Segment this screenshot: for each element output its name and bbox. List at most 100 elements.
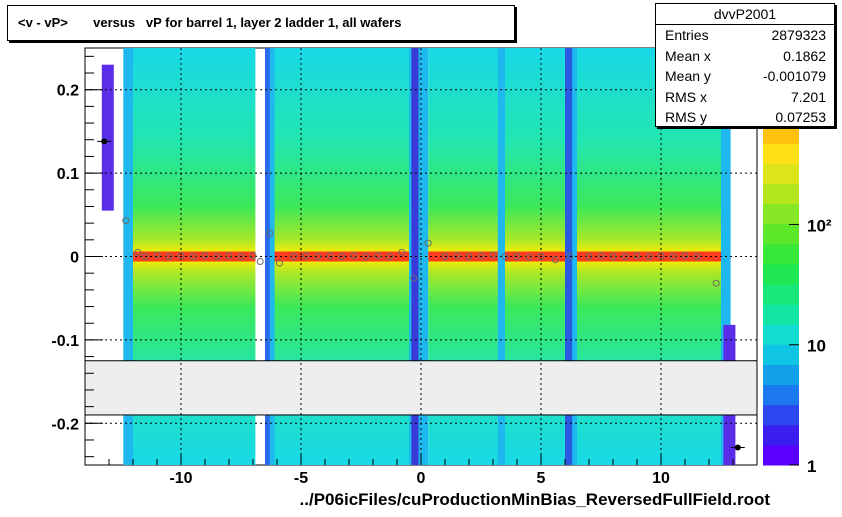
profile-point xyxy=(489,251,497,259)
profile-point xyxy=(657,252,665,260)
colorbar-step xyxy=(763,444,799,466)
profile-point xyxy=(134,248,142,256)
x-tick-label: 0 xyxy=(417,470,426,487)
profile-point xyxy=(237,253,245,260)
profile-point xyxy=(153,251,161,259)
stats-row-rms-y: RMS y 0.07253 xyxy=(656,107,834,128)
x-axis-label: ../P06icFiles/cuProductionMinBias_Revers… xyxy=(299,490,770,509)
stats-key: RMS y xyxy=(665,109,707,125)
stats-box: dvvP2001 Entries 2879323 Mean x 0.1862 M… xyxy=(655,3,835,127)
profile-point xyxy=(441,253,449,260)
profile-point xyxy=(266,229,274,237)
colorbar-step xyxy=(763,364,799,386)
profile-point xyxy=(302,252,310,260)
profile-point xyxy=(566,253,574,260)
colorbar-step xyxy=(763,183,799,205)
colorbar-step xyxy=(763,324,799,345)
profile-point xyxy=(225,252,233,260)
profile-point xyxy=(712,279,720,287)
y-tick-label: 0.1 xyxy=(57,166,79,183)
colorbar-step xyxy=(763,203,799,225)
colorbar-tick-label: 1 xyxy=(807,457,816,476)
profile-point xyxy=(362,253,370,260)
colorbar-tick-label: 10 xyxy=(807,337,826,356)
heatmap-core xyxy=(123,251,256,262)
profile-point xyxy=(645,253,653,260)
colorbar-step xyxy=(763,424,799,446)
heatmap-edge xyxy=(101,64,114,211)
colorbar-step xyxy=(763,143,799,164)
profile-point xyxy=(465,253,473,260)
profile-point xyxy=(609,253,617,260)
profile-point xyxy=(249,252,257,260)
colorbar-tick-label: 10² xyxy=(807,216,832,235)
profile-point xyxy=(189,253,197,260)
profile-point xyxy=(326,252,334,260)
profile-point xyxy=(165,253,173,260)
stats-value: 0.07253 xyxy=(775,109,826,125)
axes: -10 -5 0 5 10 -0.2 -0.1 0 0.1 0.2 xyxy=(51,55,758,487)
profile-point xyxy=(477,252,485,260)
stats-key: Entries xyxy=(665,27,709,43)
heatmap-column xyxy=(123,48,133,465)
profile-point xyxy=(290,253,298,260)
profile-point xyxy=(177,252,185,260)
colorbar: 11010²10³ xyxy=(763,83,832,476)
x-tick-label: -5 xyxy=(294,470,308,487)
heatmap-column xyxy=(265,48,270,465)
y-tick-label: 0 xyxy=(70,250,79,267)
profile-point xyxy=(256,258,264,266)
stats-name: dvvP2001 xyxy=(656,4,834,25)
profile-point xyxy=(585,253,593,260)
profile-point xyxy=(453,252,461,260)
colorbar-step xyxy=(763,163,799,185)
x-tick-label: 10 xyxy=(652,470,670,487)
colorbar-step xyxy=(763,223,799,245)
stats-value: -0.001079 xyxy=(762,68,826,84)
colorbar-step xyxy=(763,304,799,325)
profile-point xyxy=(424,239,432,247)
x-tick-label: 5 xyxy=(537,470,546,487)
profile-point xyxy=(410,274,418,282)
profile-point xyxy=(386,253,394,260)
profile-point xyxy=(513,253,521,260)
colorbar-step xyxy=(763,263,799,285)
profile-point xyxy=(525,253,533,261)
stats-key: Mean x xyxy=(665,47,711,64)
heatmap-core xyxy=(267,251,409,262)
profile-point xyxy=(338,253,346,260)
colorbar-step xyxy=(763,404,799,426)
profile-point xyxy=(537,253,545,260)
stats-row-mean-x: Mean x 0.1862 xyxy=(656,46,834,67)
profile-point xyxy=(374,252,382,260)
stats-value: 2879323 xyxy=(771,27,826,43)
profile-point xyxy=(669,253,677,260)
colorbar-step xyxy=(763,284,799,305)
colorbar-step xyxy=(763,344,799,365)
stats-row-mean-y: Mean y -0.001079 xyxy=(656,66,834,87)
profile-point xyxy=(633,252,641,260)
stats-key: RMS x xyxy=(665,88,707,105)
stats-value: 7.201 xyxy=(790,88,826,105)
stats-row-entries: Entries 2879323 xyxy=(656,25,834,46)
colorbar-step xyxy=(763,123,799,144)
y-tick-label: 0.2 xyxy=(57,83,79,100)
colorbar-step xyxy=(763,243,799,265)
stats-key: Mean y xyxy=(665,68,711,84)
profile-point xyxy=(398,248,406,256)
profile-markers xyxy=(97,138,745,451)
profile-point xyxy=(122,217,130,225)
stats-value: 0.1862 xyxy=(783,47,826,64)
stats-row-rms-x: RMS x 7.201 xyxy=(656,87,834,108)
chart-title: <v - vP> versus vP for barrel 1, layer 2… xyxy=(7,5,515,41)
profile-point xyxy=(693,253,701,260)
profile-point xyxy=(551,256,559,264)
y-tick-label: -0.1 xyxy=(51,333,79,350)
x-tick-label: -10 xyxy=(169,470,192,487)
profile-point xyxy=(621,253,629,260)
y-tick-label: -0.2 xyxy=(51,416,79,433)
heatmap-column xyxy=(565,48,573,465)
profile-point xyxy=(141,253,149,260)
profile-point xyxy=(213,253,221,260)
profile-point xyxy=(597,252,605,260)
